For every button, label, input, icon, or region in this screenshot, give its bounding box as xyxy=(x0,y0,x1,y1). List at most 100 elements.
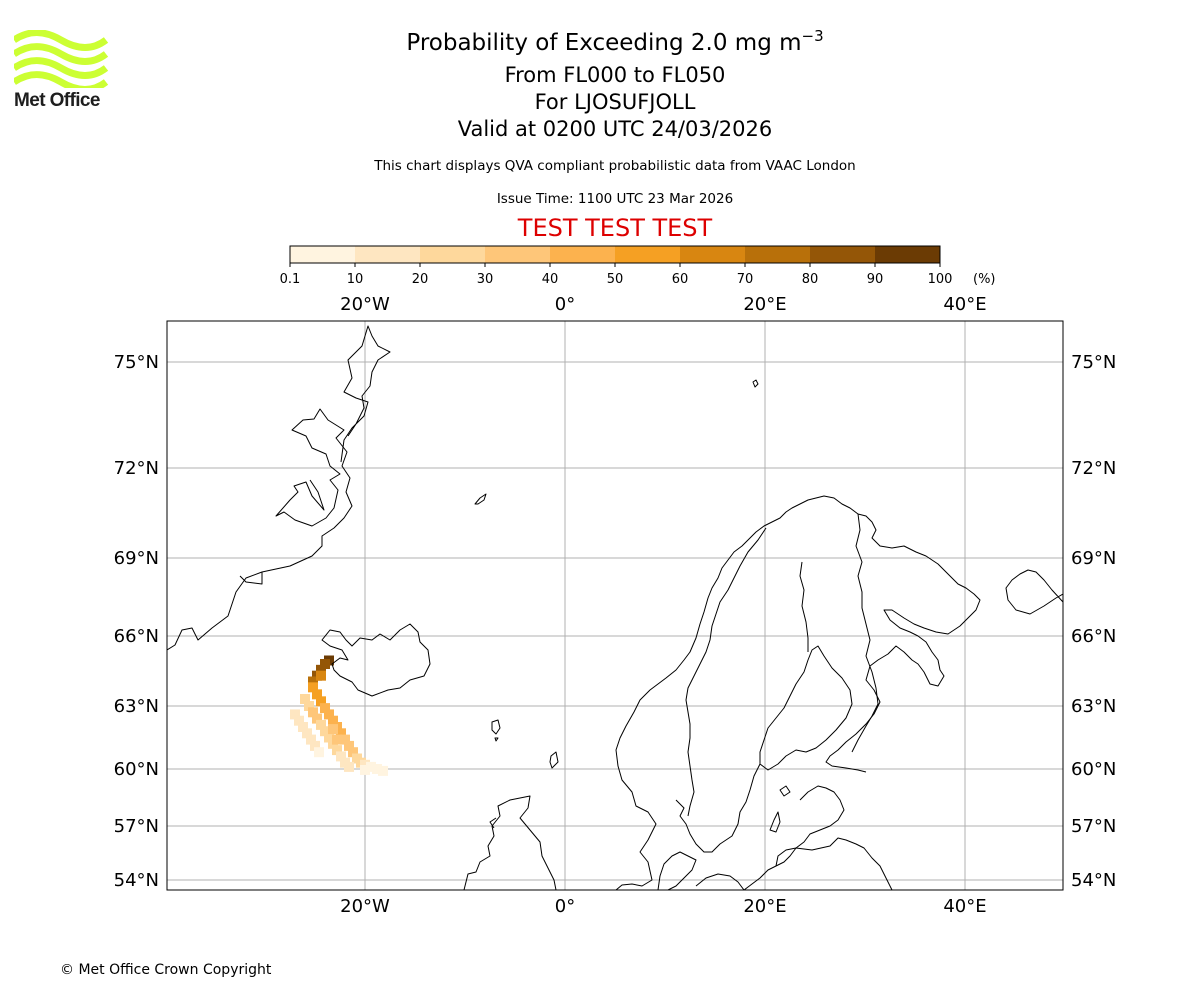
colorbar-cell-8 xyxy=(810,246,876,263)
plume-cell-35 xyxy=(306,734,316,745)
colorbar-cell-4 xyxy=(550,246,616,263)
test-banner: TEST TEST TEST xyxy=(517,214,713,242)
coastline-baltic-states xyxy=(743,785,845,890)
plume-cell-28 xyxy=(336,751,346,762)
plume-cell-10 xyxy=(324,709,334,720)
colorbar-cell-6 xyxy=(680,246,746,263)
coastline-iceland xyxy=(321,623,431,697)
plume-cell-13 xyxy=(336,728,346,739)
plume-cell-24 xyxy=(320,726,330,737)
colorbar-tick-label-4: 40 xyxy=(542,272,559,287)
coastline-shetland xyxy=(549,751,559,769)
colorbar-cell-0 xyxy=(290,246,356,263)
map-background xyxy=(167,321,1063,890)
coastline-gulf-of-bothnia xyxy=(759,645,853,771)
lat-label-left-3: 66°N xyxy=(114,626,159,647)
lat-label-right-0: 75°N xyxy=(1071,352,1116,373)
lat-label-right-4: 63°N xyxy=(1071,696,1116,717)
border-finland-russia xyxy=(851,513,879,753)
colorbar-tick-label-2: 20 xyxy=(412,272,429,287)
met-office-logo: Met Office xyxy=(12,29,109,115)
colorbar-cell-2 xyxy=(420,246,486,263)
plume-cell-15 xyxy=(344,740,354,751)
plume-cell-6 xyxy=(308,682,318,693)
coastline-bear-island xyxy=(752,379,759,388)
colorbar-tick-label-3: 30 xyxy=(477,272,494,287)
plume-cell-9 xyxy=(320,703,330,714)
lon-label-top-1: 0° xyxy=(555,294,575,315)
issue-time: Issue Time: 1100 UTC 23 Mar 2026 xyxy=(496,191,734,207)
plume-cell-42 xyxy=(372,764,382,774)
colorbar-tick-label-7: 70 xyxy=(737,272,754,287)
coastline-denmark xyxy=(657,851,697,890)
plume-cell-8 xyxy=(316,696,326,707)
plume-cell-14 xyxy=(340,734,350,745)
plume-cell-39 xyxy=(332,734,342,745)
plume-cell-44 xyxy=(360,764,370,775)
plume-cell-27 xyxy=(332,745,342,756)
colorbar-tick-label-6: 60 xyxy=(672,272,689,287)
lon-label-top-3: 40°E xyxy=(943,294,986,315)
colorbar-tick-label-8: 80 xyxy=(802,272,819,287)
colorbar-tick-label-9: 90 xyxy=(867,272,884,287)
lat-label-right-3: 66°N xyxy=(1071,626,1116,647)
lon-label-bottom-0: 20°W xyxy=(340,896,390,917)
border-central-europe xyxy=(695,837,893,890)
chart-title: Probability of Exceeding 2.0 mg m−3 xyxy=(0,27,1200,56)
copyright-notice: © Met Office Crown Copyright xyxy=(60,962,272,978)
border-sweden-finland xyxy=(799,561,809,652)
plume-cell-32 xyxy=(294,715,304,726)
flight-level-range: From FL000 to FL050 xyxy=(504,63,726,87)
plume-cell-16 xyxy=(348,747,358,758)
plume-cell-7 xyxy=(312,689,322,700)
colorbar-cell-9 xyxy=(875,246,941,263)
lat-label-left-5: 60°N xyxy=(114,759,159,780)
colorbar-tick-label-10: 100 xyxy=(928,272,953,287)
colorbar-tick-label-5: 50 xyxy=(607,272,624,287)
plume-cell-37 xyxy=(314,747,324,758)
lat-label-right-5: 60°N xyxy=(1071,759,1116,780)
coastline-faroes xyxy=(491,719,501,742)
title-prefix: Probability of Exceeding 2.0 mg m xyxy=(406,30,802,56)
lat-label-left-1: 72°N xyxy=(114,458,159,479)
colorbar-tick-label-0: 0.1 xyxy=(280,272,301,287)
plume-cell-38 xyxy=(328,724,338,735)
chart-description: This chart displays QVA compliant probab… xyxy=(374,158,856,174)
plume-cell-5 xyxy=(316,670,326,681)
logo-text: Met Office xyxy=(14,90,100,111)
lat-label-left-7: 54°N xyxy=(114,870,159,891)
colorbar-unit-label: (%) xyxy=(973,272,996,287)
map-frame xyxy=(166,320,1064,891)
plume-cell-19 xyxy=(300,694,310,704)
plume-cell-25 xyxy=(324,732,334,743)
coastline-britain xyxy=(463,795,557,890)
title-exponent: −3 xyxy=(801,27,824,45)
probability-colorbar: 0.1 10 20 30 40 50 60 70 80 90 100 (%) xyxy=(280,245,996,287)
lon-label-bottom-2: 20°E xyxy=(743,896,786,917)
colorbar-cell-3 xyxy=(485,246,551,263)
lat-label-right-2: 69°N xyxy=(1071,548,1116,569)
colorbar-cell-5 xyxy=(615,246,681,263)
coastline-jan-mayen xyxy=(474,493,487,505)
map: 20°W 20°W 0° 0° 20°E 20°E 40°E 40°E 75°N 75°N 72°N… xyxy=(114,294,1117,917)
lon-label-top-2: 20°E xyxy=(743,294,786,315)
colorbar-tick-label-1: 10 xyxy=(347,272,364,287)
plume-cell-4 xyxy=(308,676,318,687)
plume-cell-2 xyxy=(316,664,326,675)
plume-cell-36 xyxy=(310,740,320,751)
coastline-southern-sweden xyxy=(675,763,761,853)
plume-cell-1 xyxy=(320,659,330,669)
plume-cell-31 xyxy=(290,709,300,720)
lon-label-top-0: 20°W xyxy=(340,294,390,315)
colorbar-cell-7 xyxy=(745,246,811,263)
valid-time: Valid at 0200 UTC 24/03/2026 xyxy=(457,117,773,141)
lat-label-left-0: 75°N xyxy=(114,352,159,373)
lat-label-right-6: 57°N xyxy=(1071,816,1116,837)
plume-cell-21 xyxy=(308,707,318,718)
colorbar-cell-1 xyxy=(355,246,421,263)
plume-cell-40 xyxy=(360,759,370,770)
lat-label-left-2: 69°N xyxy=(114,548,159,569)
border-norway-sweden xyxy=(685,527,767,817)
plume-cell-34 xyxy=(302,728,312,739)
plume-cell-20 xyxy=(304,701,314,711)
